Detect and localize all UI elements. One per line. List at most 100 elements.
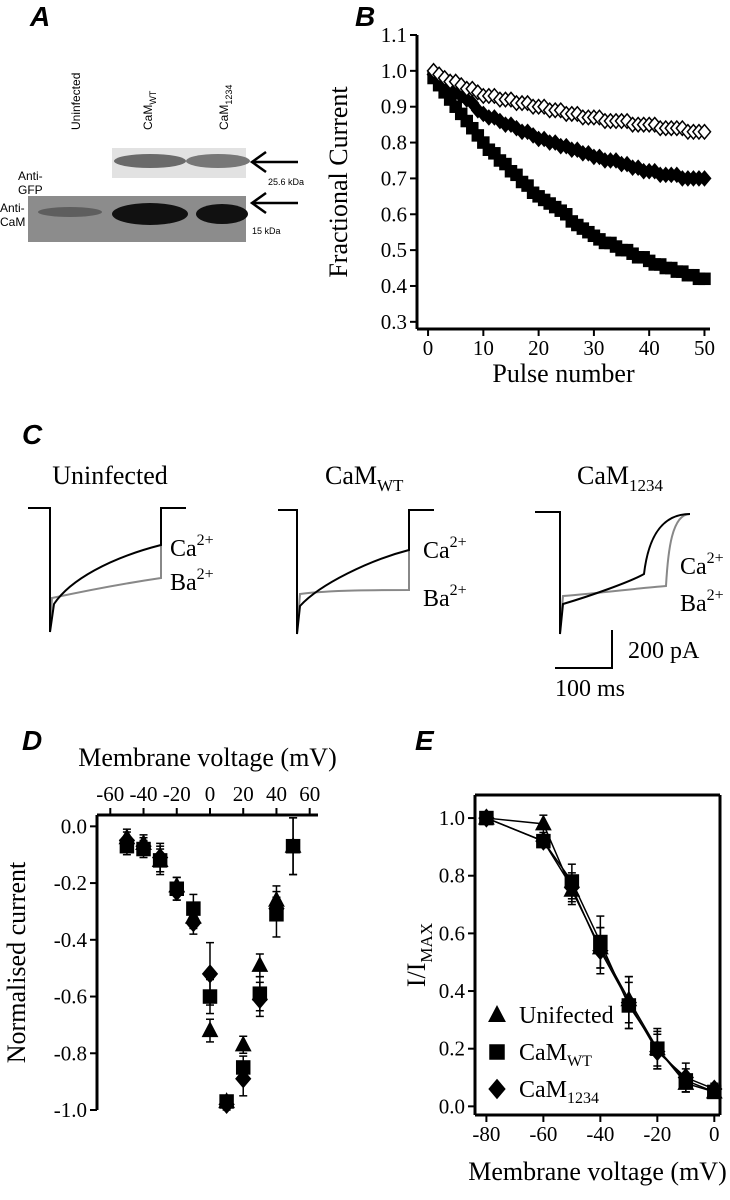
legend-marker <box>488 1078 506 1100</box>
row-label: GFP <box>18 183 43 197</box>
legend-label-main: CaM <box>519 1040 567 1066</box>
data-point <box>251 989 268 1009</box>
scale-label: 100 ms <box>555 676 625 702</box>
x-axis-label: Pulse number <box>492 359 635 388</box>
y-tick-label: 0.4 <box>381 274 408 298</box>
data-point <box>706 1079 723 1099</box>
data-point <box>268 898 285 919</box>
current-trace <box>28 507 691 635</box>
x-tick-label: -60 <box>529 1122 557 1146</box>
ion-label: Ca2+ <box>680 550 724 580</box>
x-axis-label: Membrane voltage (mV) <box>78 743 336 772</box>
x-tick-label: 60 <box>299 782 320 806</box>
x-tick-label: -20 <box>163 782 191 806</box>
y-axis-label-main: I/I <box>402 963 431 988</box>
lane-label-sub: WT <box>148 90 158 104</box>
legend-label: CaMWT <box>519 1040 592 1070</box>
ion-name: Ca <box>680 554 707 580</box>
y-axis-label-sub: MAX <box>417 923 436 963</box>
data-point <box>135 836 152 856</box>
lane-label: Uninfected <box>69 73 83 130</box>
legend-marker <box>488 1004 506 1023</box>
y-tick-label: 0.6 <box>381 202 407 226</box>
x-tick-label: 50 <box>694 336 715 360</box>
legend-label-main: Unifected <box>519 1003 614 1029</box>
x-tick-label: -20 <box>643 1122 671 1146</box>
trace-title: CaMWT <box>325 461 404 495</box>
panel-label: A <box>29 1 50 32</box>
x-tick-label: 40 <box>639 336 660 360</box>
ion-charge: 2+ <box>450 534 467 551</box>
y-tick-label: 0.0 <box>439 1094 465 1118</box>
y-tick-label: -1.0 <box>54 1098 87 1122</box>
lane-label: CaMWT <box>141 90 158 130</box>
size-label: 25.6 kDa <box>268 177 304 187</box>
y-tick-label: 0.2 <box>439 1037 465 1061</box>
data-point <box>592 941 609 961</box>
ion-name: Ba <box>423 586 450 612</box>
y-tick-label: -0.2 <box>54 871 87 895</box>
legend-label: Unifected <box>519 1003 614 1029</box>
x-tick-label: -60 <box>96 782 124 806</box>
x-tick-label: -40 <box>130 782 158 806</box>
data-point <box>235 1069 252 1089</box>
data-point <box>697 123 712 141</box>
y-tick-label: 0.3 <box>381 310 407 334</box>
y-tick-label: 0.6 <box>439 921 465 945</box>
y-axis-label: Fractional Current <box>324 86 353 278</box>
data-point <box>478 808 495 828</box>
lane-label-main: CaM <box>217 105 231 130</box>
data-point <box>168 881 185 902</box>
lane-label-main: CaM <box>141 105 155 130</box>
trace-title-main: CaM <box>325 461 377 490</box>
ion-charge: 2+ <box>707 550 724 567</box>
y-tick-label: -0.8 <box>54 1041 87 1065</box>
data-point <box>218 1094 235 1114</box>
panel-label: C <box>22 419 43 450</box>
x-tick-label: 20 <box>528 336 549 360</box>
y-axis-label-main: Normalised current <box>2 861 31 1063</box>
y-tick-label: 0.8 <box>381 131 407 155</box>
x-tick-label: -40 <box>586 1122 614 1146</box>
legend-label-main: CaM <box>519 1077 567 1103</box>
data-point <box>698 272 711 286</box>
ion-charge: 2+ <box>197 566 214 583</box>
x-axis-label: Membrane voltage (mV) <box>468 1157 726 1186</box>
ion-label: Ca2+ <box>170 532 214 562</box>
x-tick-label: 40 <box>266 782 287 806</box>
y-tick-label: 0.5 <box>381 238 407 262</box>
size-label: 15 kDa <box>252 226 281 236</box>
lane-label: CaM1234 <box>217 85 234 130</box>
row-label: CaM <box>0 215 25 229</box>
trace-title: CaM1234 <box>577 461 664 495</box>
ion-charge: 2+ <box>197 532 214 549</box>
data-point <box>234 1035 252 1052</box>
legend-label-sub: WT <box>567 1053 592 1070</box>
y-tick-label: 0.7 <box>381 166 407 190</box>
ion-name: Ba <box>680 591 707 617</box>
trace-title-sub: WT <box>377 476 404 495</box>
legend-label-sub: 1234 <box>567 1090 599 1107</box>
data-point <box>697 170 712 187</box>
data-point <box>563 877 580 897</box>
ion-charge: 2+ <box>707 587 724 604</box>
data-point <box>185 913 202 933</box>
y-tick-label: 0.4 <box>439 979 466 1003</box>
y-tick-label: 0.8 <box>439 864 465 888</box>
arrow <box>249 150 298 215</box>
lane-label-sub: 1234 <box>224 85 234 105</box>
x-tick-label: 20 <box>233 782 254 806</box>
data-point <box>677 1067 694 1088</box>
data-point <box>201 964 219 984</box>
data-point <box>620 992 637 1013</box>
data-point <box>534 814 552 831</box>
x-tick-label: 0 <box>709 1122 720 1146</box>
y-tick-label: 1.1 <box>381 23 407 47</box>
x-tick-label: -80 <box>472 1122 500 1146</box>
scale-label: 200 pA <box>628 638 700 664</box>
panel-label: D <box>22 725 42 756</box>
legend-marker <box>489 1044 505 1060</box>
data-point <box>118 830 136 851</box>
y-axis-label: Normalised current <box>2 861 31 1063</box>
